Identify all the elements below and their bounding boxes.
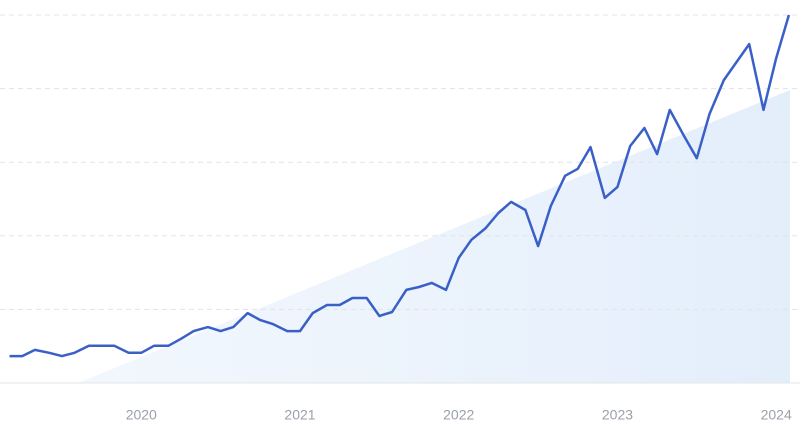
x-tick-label: 2024 [761,407,792,423]
x-tick-label: 2020 [126,407,157,423]
x-tick-label: 2021 [284,407,315,423]
x-tick-label: 2022 [443,407,474,423]
line [9,14,791,358]
x-tick-label: 2023 [602,407,633,423]
